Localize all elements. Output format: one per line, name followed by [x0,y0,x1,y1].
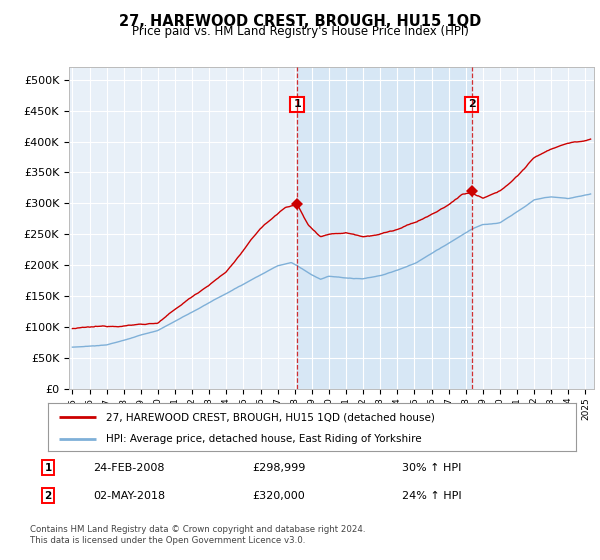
Text: 24-FEB-2008: 24-FEB-2008 [93,463,164,473]
Text: 2: 2 [467,99,475,109]
Text: 1: 1 [44,463,52,473]
Text: 27, HAREWOOD CREST, BROUGH, HU15 1QD (detached house): 27, HAREWOOD CREST, BROUGH, HU15 1QD (de… [106,413,435,422]
Text: 27, HAREWOOD CREST, BROUGH, HU15 1QD: 27, HAREWOOD CREST, BROUGH, HU15 1QD [119,14,481,29]
Text: 02-MAY-2018: 02-MAY-2018 [93,491,165,501]
Bar [297,67,472,389]
Text: Contains HM Land Registry data © Crown copyright and database right 2024.
This d: Contains HM Land Registry data © Crown c… [30,525,365,545]
Text: 1: 1 [293,99,301,109]
Text: £320,000: £320,000 [252,491,305,501]
Text: 30% ↑ HPI: 30% ↑ HPI [402,463,461,473]
Text: Price paid vs. HM Land Registry's House Price Index (HPI): Price paid vs. HM Land Registry's House … [131,25,469,38]
Text: 2: 2 [44,491,52,501]
Text: HPI: Average price, detached house, East Riding of Yorkshire: HPI: Average price, detached house, East… [106,434,422,444]
Text: 24% ↑ HPI: 24% ↑ HPI [402,491,461,501]
Text: £298,999: £298,999 [252,463,305,473]
